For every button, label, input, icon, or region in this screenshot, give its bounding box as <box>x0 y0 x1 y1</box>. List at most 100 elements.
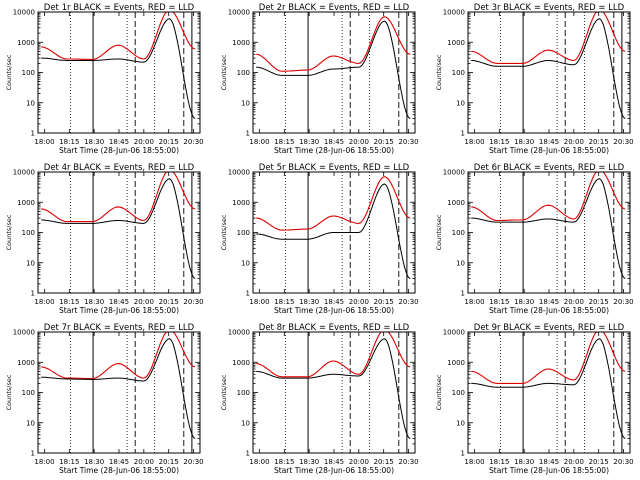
x-axis-label: Start Time (28-Jun-06 18:55:00) <box>59 466 179 475</box>
x-tick-label: 18:30 <box>514 298 534 306</box>
y-tick-label: 100 <box>237 69 250 77</box>
y-tick-label: 1000 <box>447 359 465 367</box>
x-tick-label: 20:00 <box>134 458 154 466</box>
x-tick-label: 18:30 <box>299 138 319 146</box>
y-axis-label: Counts/sec <box>435 214 443 250</box>
chart-panel: Det 9r BLACK = Events, RED = LLD Counts/s… <box>435 323 634 475</box>
y-tick-label: 100 <box>237 229 250 237</box>
y-tick-label: 1000 <box>17 39 35 47</box>
chart-panel: Det 6r BLACK = Events, RED = LLD Counts/s… <box>435 163 634 315</box>
x-tick-label: 20:15 <box>374 458 394 466</box>
x-tick-label: 20:30 <box>183 298 203 306</box>
x-tick-label: 20:00 <box>134 138 154 146</box>
plot-frame <box>467 171 631 294</box>
x-tick-label: 18:15 <box>489 138 509 146</box>
y-tick-label: 10 <box>241 99 250 107</box>
y-axis-label: Counts/sec <box>220 54 228 90</box>
x-axis-label: Start Time (28-Jun-06 18:55:00) <box>59 146 179 155</box>
x-tick-label: 18:00 <box>464 138 484 146</box>
x-tick-label: 18:15 <box>274 298 294 306</box>
plot-frame <box>37 11 201 134</box>
panel-title: Det 1r BLACK = Events, RED = LLD <box>44 3 195 13</box>
chart-panel: Det 7r BLACK = Events, RED = LLD Counts/s… <box>5 323 204 475</box>
x-tick-label: 20:00 <box>349 138 369 146</box>
x-axis-label: Start Time (28-Jun-06 18:55:00) <box>59 306 179 315</box>
y-axis-label: Counts/sec <box>220 374 228 410</box>
y-axis-label: Counts/sec <box>435 374 443 410</box>
y-tick-label: 10 <box>241 419 250 427</box>
y-tick-label: 1 <box>31 130 35 138</box>
x-tick-label: 20:15 <box>374 298 394 306</box>
x-tick-label: 18:00 <box>464 458 484 466</box>
x-tick-label: 20:00 <box>349 458 369 466</box>
series-events-line <box>41 178 196 279</box>
panel-title: Det 4r BLACK = Events, RED = LLD <box>44 163 195 173</box>
series-lld-line <box>41 11 196 61</box>
x-tick-label: 20:00 <box>349 298 369 306</box>
x-tick-label: 20:30 <box>398 298 418 306</box>
chart-panel: Det 4r BLACK = Events, RED = LLD Counts/s… <box>5 163 204 315</box>
y-tick-label: 10000 <box>443 9 465 17</box>
x-tick-label: 18:45 <box>109 298 129 306</box>
plot-frame <box>467 331 631 454</box>
x-tick-label: 20:00 <box>564 458 584 466</box>
x-tick-label: 20:00 <box>564 138 584 146</box>
panel-title: Det 8r BLACK = Events, RED = LLD <box>259 323 410 333</box>
x-axis-label: Start Time (28-Jun-06 18:55:00) <box>274 146 394 155</box>
y-tick-label: 1000 <box>17 199 35 207</box>
panel-title: Det 2r BLACK = Events, RED = LLD <box>259 3 410 13</box>
plot-frame <box>37 331 201 454</box>
y-tick-label: 1 <box>31 290 35 298</box>
y-tick-label: 10000 <box>228 9 250 17</box>
y-tick-label: 1 <box>246 130 250 138</box>
y-tick-label: 10 <box>456 259 465 267</box>
y-tick-label: 10000 <box>228 329 250 337</box>
y-tick-label: 1000 <box>232 199 250 207</box>
x-tick-label: 18:15 <box>59 458 79 466</box>
y-tick-label: 10000 <box>443 329 465 337</box>
x-tick-label: 18:45 <box>109 138 129 146</box>
y-tick-label: 10 <box>26 99 35 107</box>
y-tick-label: 10 <box>26 259 35 267</box>
panel-title: Det 5r BLACK = Events, RED = LLD <box>259 163 410 173</box>
plot-frame <box>252 11 416 134</box>
y-tick-label: 100 <box>452 229 465 237</box>
panel-title: Det 7r BLACK = Events, RED = LLD <box>44 323 195 333</box>
x-tick-label: 18:15 <box>59 298 79 306</box>
y-tick-label: 10 <box>241 259 250 267</box>
series-events-line <box>41 18 196 119</box>
x-tick-label: 20:15 <box>159 298 179 306</box>
x-tick-label: 20:15 <box>589 458 609 466</box>
x-tick-label: 20:00 <box>134 298 154 306</box>
x-tick-label: 18:00 <box>249 458 269 466</box>
y-tick-label: 10 <box>456 419 465 427</box>
series-events-line <box>471 178 626 279</box>
y-tick-label: 1 <box>461 130 465 138</box>
series-lld-line <box>471 331 626 384</box>
x-tick-label: 18:30 <box>514 458 534 466</box>
x-tick-label: 18:45 <box>324 458 344 466</box>
panel-title: Det 9r BLACK = Events, RED = LLD <box>474 323 625 333</box>
y-tick-label: 1000 <box>232 359 250 367</box>
x-tick-label: 18:45 <box>324 138 344 146</box>
series-events-line <box>471 338 626 439</box>
x-tick-label: 18:15 <box>274 458 294 466</box>
y-axis-label: Counts/sec <box>220 214 228 250</box>
x-tick-label: 18:45 <box>539 458 559 466</box>
x-tick-label: 18:15 <box>489 298 509 306</box>
x-tick-label: 20:15 <box>159 138 179 146</box>
series-lld-line <box>256 16 411 72</box>
series-lld-line <box>256 176 411 231</box>
series-lld-line <box>41 331 196 380</box>
series-lld-line <box>41 171 196 223</box>
y-tick-label: 100 <box>452 389 465 397</box>
y-tick-label: 10000 <box>443 169 465 177</box>
y-tick-label: 100 <box>22 69 35 77</box>
x-tick-label: 18:30 <box>84 298 104 306</box>
y-axis-label: Counts/sec <box>5 374 13 410</box>
x-tick-label: 20:15 <box>589 298 609 306</box>
series-events-line <box>256 20 411 119</box>
series-lld-line <box>471 171 626 222</box>
x-tick-label: 18:00 <box>464 298 484 306</box>
